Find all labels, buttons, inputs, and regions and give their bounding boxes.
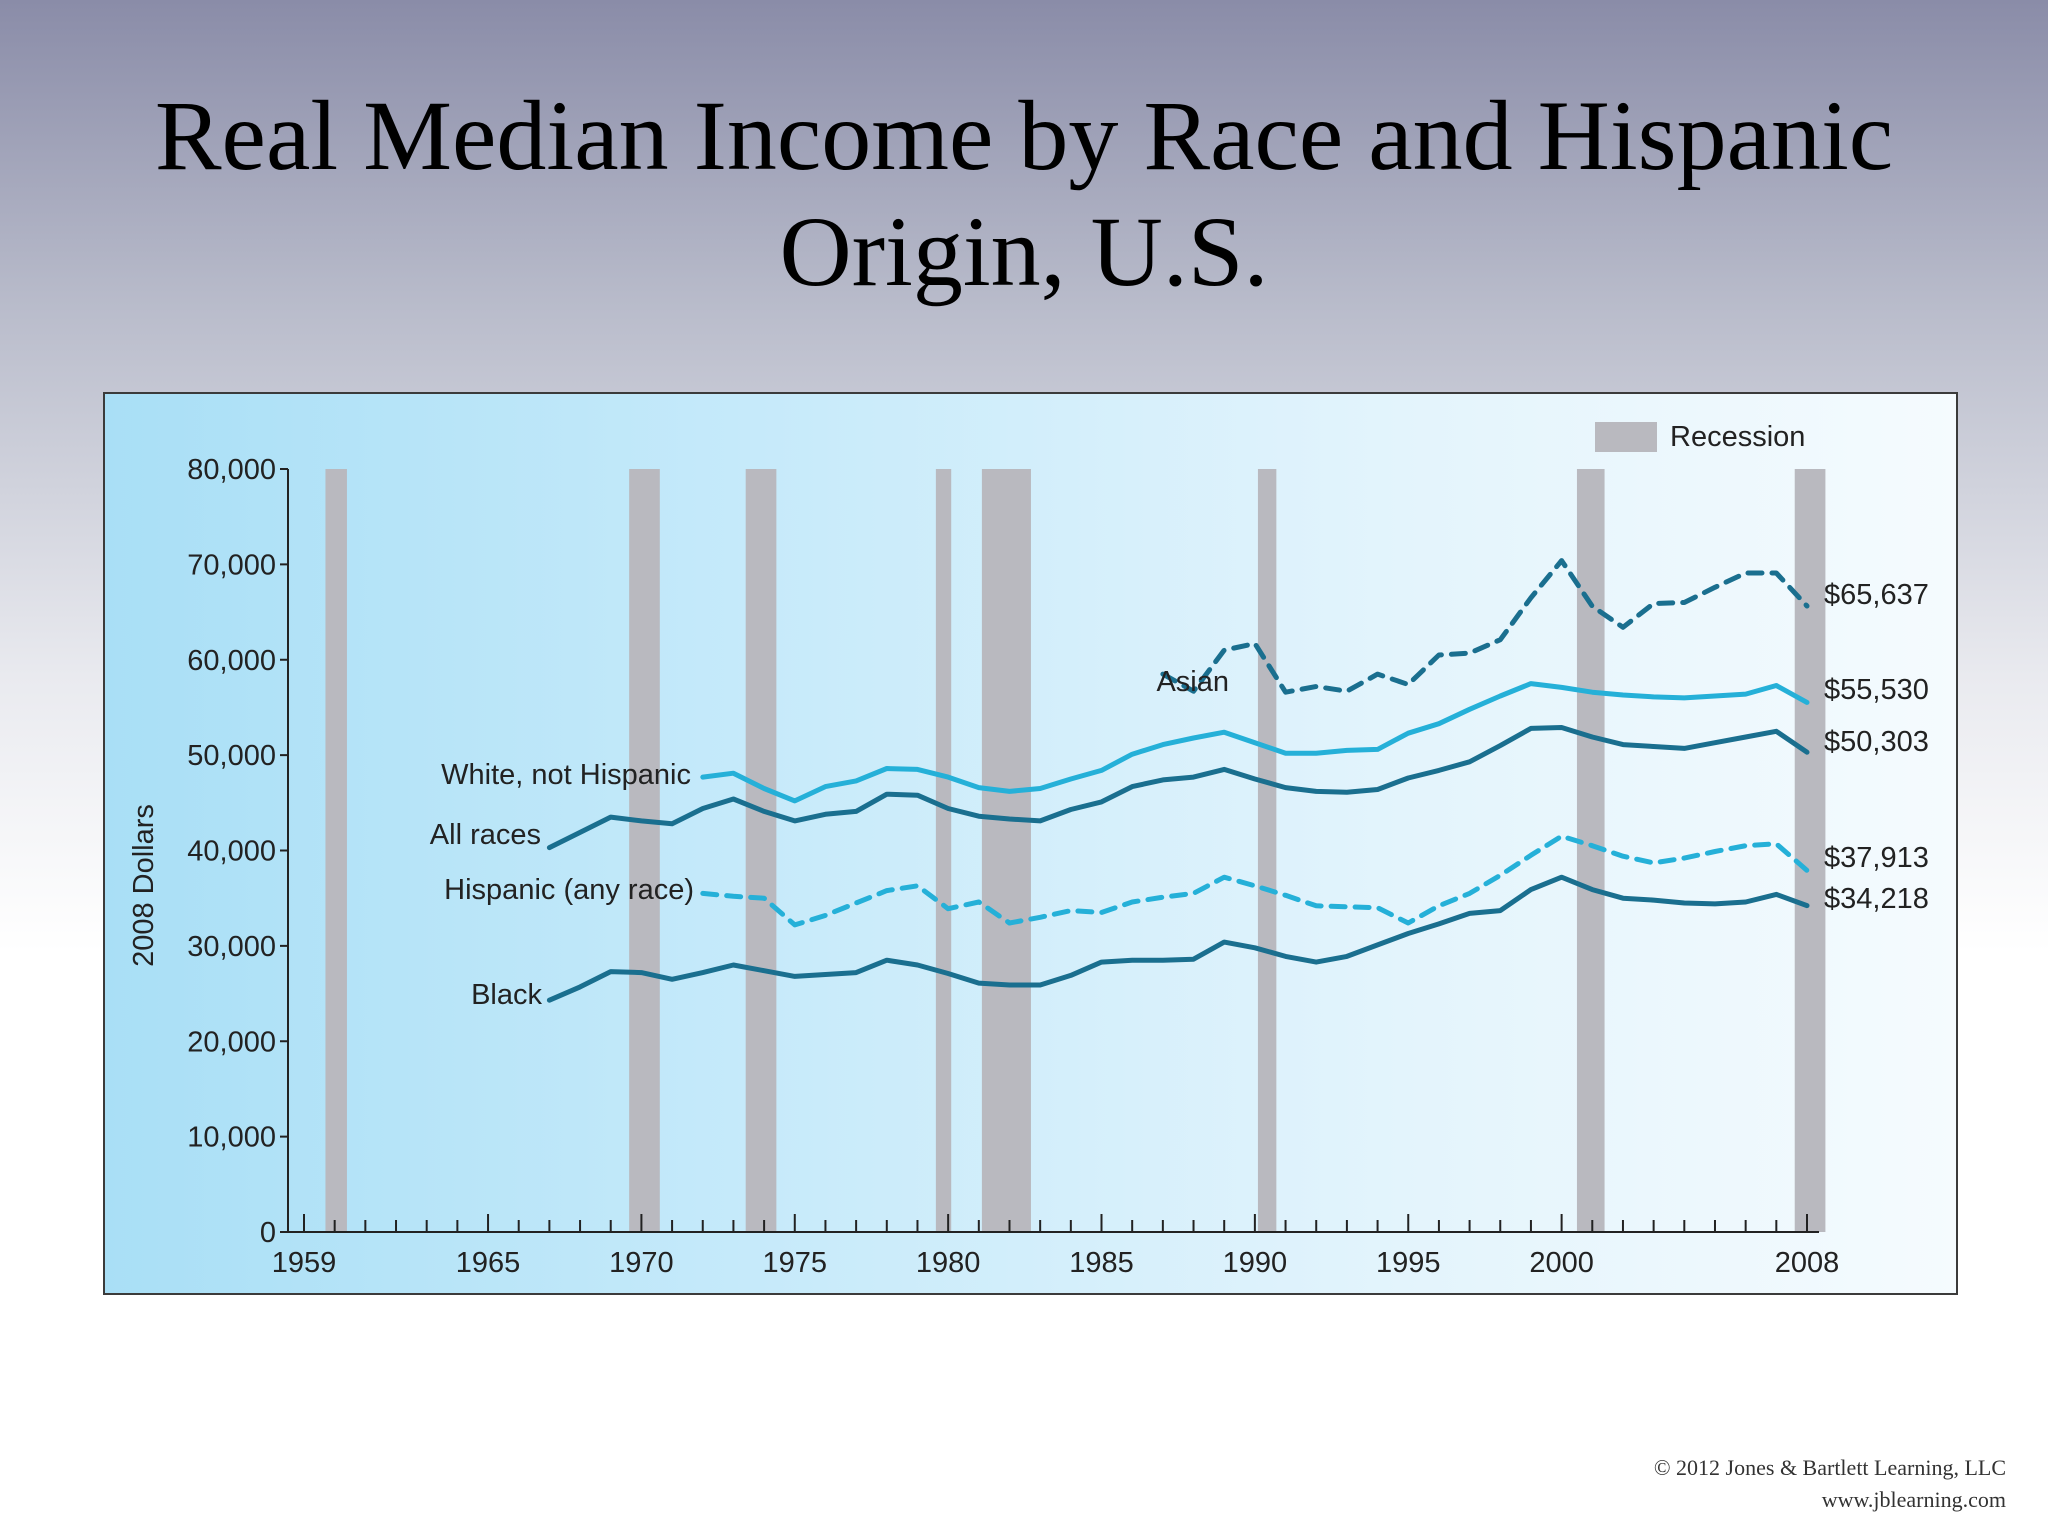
x-tick-label: 1965 bbox=[456, 1247, 521, 1279]
end-value-label: $34,218 bbox=[1824, 883, 1929, 915]
end-value-label: $65,637 bbox=[1824, 579, 1929, 611]
x-tick-label: 1970 bbox=[609, 1247, 674, 1279]
series-annotation: Asian bbox=[1156, 666, 1229, 698]
legend-label: Recession bbox=[1670, 421, 1805, 453]
y-tick-label: 40,000 bbox=[187, 836, 276, 868]
recession-band bbox=[745, 469, 777, 1232]
slide-title-line-1: Real Median Income by Race and Hispanic bbox=[154, 80, 1894, 191]
legend-swatch bbox=[1595, 422, 1657, 452]
x-tick-label: 2008 bbox=[1775, 1247, 1840, 1279]
series-line-hispanic-any-race bbox=[700, 833, 1810, 928]
x-tick-label: 2000 bbox=[1529, 1247, 1594, 1279]
y-tick-label: 50,000 bbox=[187, 740, 276, 772]
copyright-text: © 2012 Jones & Bartlett Learning, LLC bbox=[1653, 1455, 2006, 1480]
x-tick-label: 1990 bbox=[1223, 1247, 1288, 1279]
x-tick-label: 1959 bbox=[272, 1247, 337, 1279]
copyright-url: www.jblearning.com bbox=[1821, 1487, 2006, 1512]
end-value-label: $50,303 bbox=[1824, 726, 1929, 758]
x-tick-label: 1980 bbox=[916, 1247, 981, 1279]
y-tick-label: 30,000 bbox=[187, 931, 276, 963]
y-tick-label: 20,000 bbox=[187, 1026, 276, 1058]
series-annotation: Black bbox=[471, 979, 542, 1011]
series-annotation: White, not Hispanic bbox=[441, 759, 691, 791]
y-tick-label: 60,000 bbox=[187, 645, 276, 677]
x-tick-label: 1975 bbox=[763, 1247, 828, 1279]
recession-band bbox=[981, 469, 1031, 1232]
series-annotation: All races bbox=[430, 819, 541, 851]
recession-band bbox=[1794, 469, 1826, 1232]
series-line-all-races bbox=[546, 725, 1810, 851]
y-tick-label: 0 bbox=[260, 1217, 276, 1249]
chart-frame: Recession 0 10,000 20,000 30,000 40,000 50,000… bbox=[103, 392, 1958, 1295]
recession-band bbox=[325, 469, 347, 1232]
slide-title-line-2: Origin, U.S. bbox=[779, 196, 1269, 307]
series-line-asian bbox=[1160, 558, 1810, 695]
y-tick-label: 10,000 bbox=[187, 1122, 276, 1154]
slide-title: Real Median Income by Race and Hispanic … bbox=[60, 78, 1988, 310]
end-value-label: $37,913 bbox=[1824, 842, 1929, 874]
y-axis-title: 2008 Dollars bbox=[128, 804, 160, 967]
copyright-footer: © 2012 Jones & Bartlett Learning, LLC ww… bbox=[1654, 1452, 2006, 1516]
y-tick-label: 80,000 bbox=[187, 454, 276, 486]
x-tick-label: 1995 bbox=[1376, 1247, 1441, 1279]
x-tick-label: 1985 bbox=[1069, 1247, 1134, 1279]
recession-band bbox=[1257, 469, 1277, 1232]
recession-band bbox=[935, 469, 952, 1232]
income-line-chart: Recession 0 10,000 20,000 30,000 40,000 50,000… bbox=[128, 421, 1929, 1279]
recession-band bbox=[629, 469, 660, 1232]
end-value-label: $55,530 bbox=[1824, 674, 1929, 706]
series-line-white-not-hispanic bbox=[700, 681, 1810, 804]
y-tick-label: 70,000 bbox=[187, 549, 276, 581]
series-annotation: Hispanic (any race) bbox=[444, 874, 694, 906]
series-line-black bbox=[546, 874, 1810, 1003]
